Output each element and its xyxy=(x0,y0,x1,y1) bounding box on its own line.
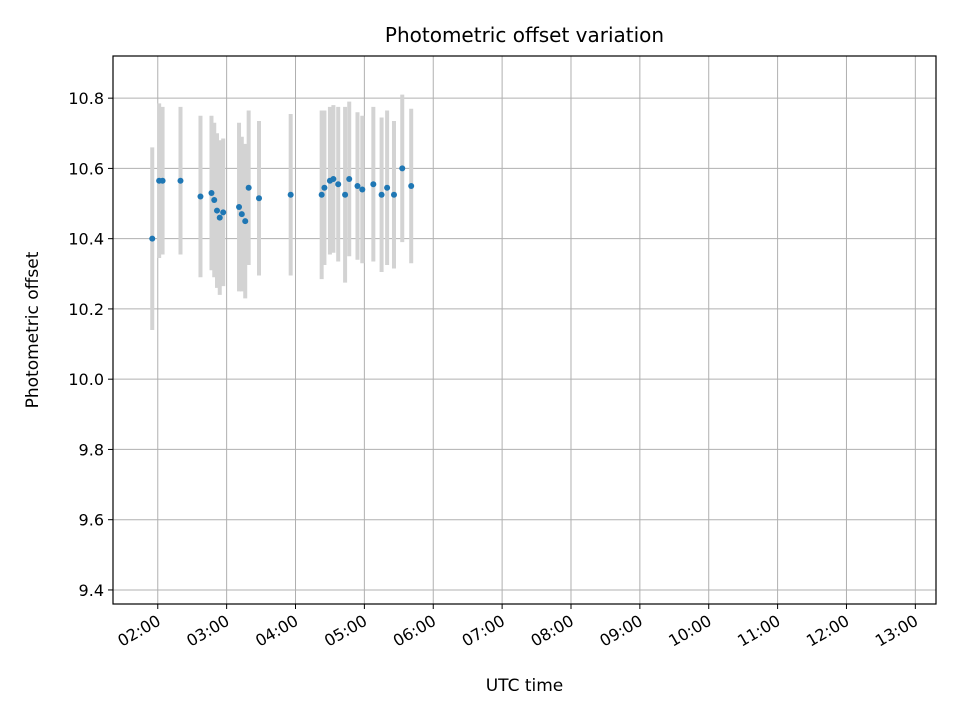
x-tick-label: 13:00 xyxy=(872,611,921,651)
data-point xyxy=(370,181,377,188)
x-axis-title: UTC time xyxy=(486,676,564,696)
data-point xyxy=(384,184,391,191)
data-point xyxy=(236,204,243,211)
data-point xyxy=(197,193,204,200)
data-point xyxy=(335,181,342,188)
y-tick-label: 9.8 xyxy=(79,440,104,459)
data-point xyxy=(354,182,361,189)
y-tick-label: 10.0 xyxy=(68,370,104,389)
data-point xyxy=(238,211,245,218)
data-point xyxy=(342,191,349,198)
plot-frame xyxy=(112,55,937,605)
data-point xyxy=(149,235,156,242)
data-point xyxy=(213,207,220,214)
data-point xyxy=(177,177,184,184)
error-bars xyxy=(150,94,414,330)
y-tick-label: 9.4 xyxy=(79,581,104,600)
y-tick-label: 10.6 xyxy=(68,159,104,178)
x-tick-label: 06:00 xyxy=(390,611,439,651)
y-tick-label: 10.4 xyxy=(68,230,104,249)
data-point xyxy=(346,175,353,182)
chart-title: Photometric offset variation xyxy=(385,23,664,47)
x-tick-label: 09:00 xyxy=(596,611,645,651)
x-tick-label: 11:00 xyxy=(734,611,783,651)
x-tick-label: 07:00 xyxy=(459,611,508,651)
x-tick-label: 05:00 xyxy=(321,611,370,651)
grid xyxy=(113,56,936,604)
data-point xyxy=(399,165,406,172)
data-points xyxy=(149,165,415,242)
y-axis-ticks: 9.4 9.6 9.8 10.0 10.2 10.4 10.6 10.8 xyxy=(68,89,113,600)
data-point xyxy=(390,191,397,198)
data-point xyxy=(330,175,337,182)
data-point xyxy=(208,190,215,196)
data-point xyxy=(287,191,294,198)
x-axis-ticks: 02:00 03:00 04:00 05:00 06:00 07:00 08:00 09:00… xyxy=(114,604,921,651)
y-tick-label: 10.8 xyxy=(68,89,104,108)
x-tick-label: 12:00 xyxy=(803,611,852,651)
data-point xyxy=(216,214,223,221)
y-tick-label: 9.6 xyxy=(79,511,104,530)
y-axis-title: Photometric offset xyxy=(23,251,43,408)
x-tick-label: 02:00 xyxy=(114,611,163,651)
data-point xyxy=(318,191,325,198)
data-point xyxy=(245,184,252,191)
data-point xyxy=(321,184,328,191)
y-tick-label: 10.2 xyxy=(68,300,104,319)
x-tick-label: 08:00 xyxy=(528,611,577,651)
data-point xyxy=(159,177,166,184)
x-tick-label: 03:00 xyxy=(183,611,232,651)
data-point xyxy=(242,218,249,225)
data-point xyxy=(211,197,218,204)
data-point xyxy=(220,209,227,216)
data-point xyxy=(408,182,415,189)
data-point xyxy=(378,191,385,198)
x-tick-label: 10:00 xyxy=(665,611,714,651)
data-point xyxy=(359,186,366,193)
data-point xyxy=(256,195,263,202)
x-tick-label: 04:00 xyxy=(252,611,301,651)
